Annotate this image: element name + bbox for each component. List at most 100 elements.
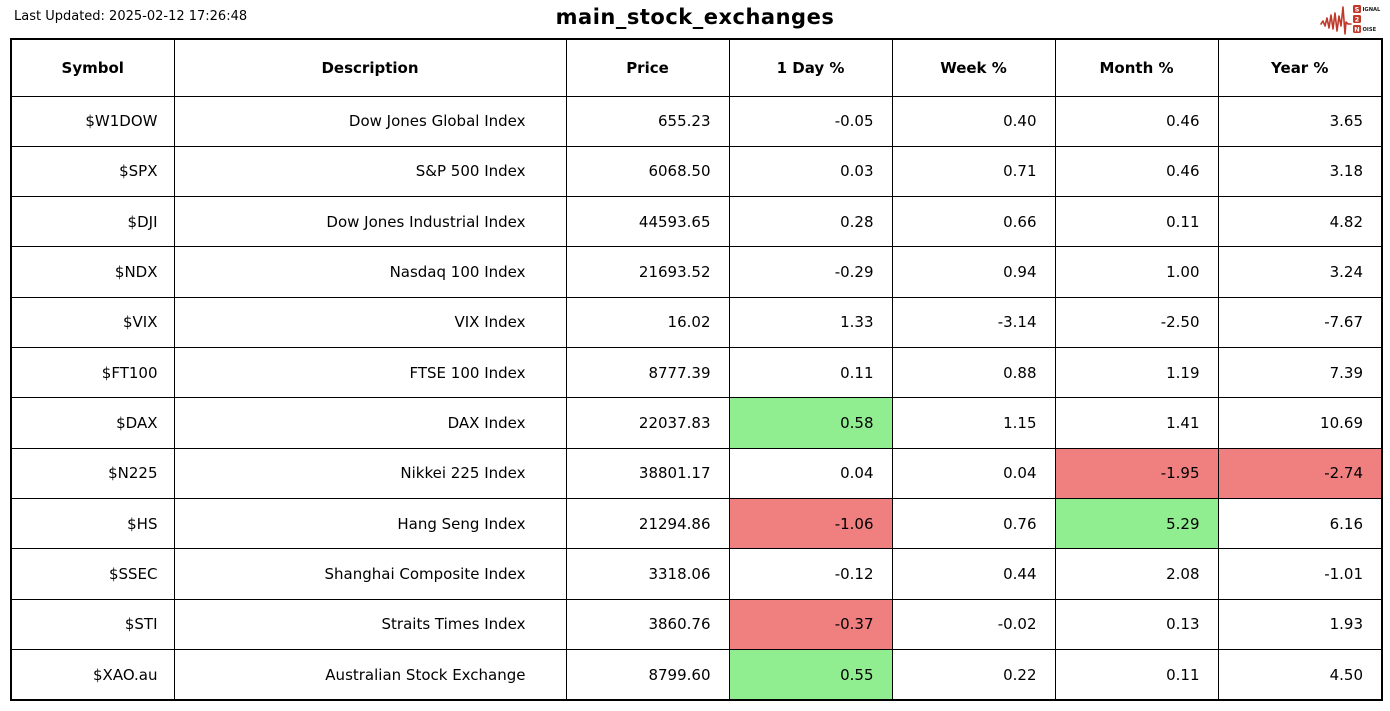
cell-week-pct: 0.22	[891, 649, 1056, 701]
cell-day-pct: 0.03	[728, 145, 893, 198]
cell-symbol: $DAX	[10, 397, 175, 449]
stock-exchanges-table: Symbol Description Price 1 Day % Week % Month…	[10, 38, 1383, 701]
cell-month-pct: 1.19	[1054, 347, 1219, 399]
cell-description: Hang Seng Index	[173, 498, 567, 550]
logo-text-oise: OISE	[1363, 27, 1377, 33]
cell-symbol: $SSEC	[10, 548, 175, 600]
cell-year-pct: 10.69	[1217, 397, 1383, 449]
cell-day-pct: -0.05	[728, 95, 893, 147]
cell-year-pct: -7.67	[1217, 296, 1383, 349]
cell-price: 16.02	[565, 296, 730, 349]
cell-year-pct: -1.01	[1217, 548, 1383, 600]
cell-day-pct: -0.29	[728, 246, 893, 298]
logo-text-ignal: IGNAL	[1363, 7, 1382, 13]
cell-price: 38801.17	[565, 447, 730, 500]
cell-month-pct: 0.11	[1054, 649, 1219, 701]
cell-symbol: $W1DOW	[10, 95, 175, 147]
cell-description: Dow Jones Global Index	[173, 95, 567, 147]
cell-day-pct: 1.33	[728, 296, 893, 349]
cell-description: S&P 500 Index	[173, 145, 567, 198]
last-updated-text: Last Updated: 2025-02-12 17:26:48	[14, 9, 248, 24]
cell-year-pct: 7.39	[1217, 347, 1383, 399]
cell-week-pct: 0.40	[891, 95, 1056, 147]
cell-day-pct: -0.12	[728, 548, 893, 600]
cell-month-pct: 0.46	[1054, 95, 1219, 147]
cell-price: 22037.83	[565, 397, 730, 449]
cell-year-pct: 4.82	[1217, 196, 1383, 248]
table-row: $STI Straits Times Index 3860.76 -0.37 -0.02…	[10, 598, 1383, 651]
cell-day-pct: 0.11	[728, 347, 893, 399]
cell-description: Nasdaq 100 Index	[173, 246, 567, 298]
cell-month-pct: -2.50	[1054, 296, 1219, 349]
cell-week-pct: 1.15	[891, 397, 1056, 449]
cell-description: DAX Index	[173, 397, 567, 449]
logo-letter-n: N	[1354, 25, 1359, 33]
logo-digit-2: 2	[1355, 15, 1360, 23]
cell-price: 3860.76	[565, 598, 730, 651]
logo-letter-s: S	[1355, 5, 1360, 13]
cell-year-pct: 3.65	[1217, 95, 1383, 147]
table-row: $VIX VIX Index 16.02 1.33 -3.14 -2.50 -7.67	[10, 296, 1383, 349]
table-row: $N225 Nikkei 225 Index 38801.17 0.04 0.04 -1.…	[10, 447, 1383, 500]
cell-year-pct: 4.50	[1217, 649, 1383, 701]
cell-symbol: $SPX	[10, 145, 175, 198]
cell-price: 655.23	[565, 95, 730, 147]
cell-description: Nikkei 225 Index	[173, 447, 567, 500]
signal-2-noise-logo: S IGNAL 2 N OISE	[1320, 5, 1382, 35]
cell-day-pct: 0.55	[728, 649, 893, 701]
cell-year-pct: -2.74	[1217, 447, 1383, 500]
table-row: $XAO.au Australian Stock Exchange 8799.60 0…	[10, 649, 1383, 701]
cell-week-pct: 0.66	[891, 196, 1056, 248]
cell-week-pct: 0.44	[891, 548, 1056, 600]
cell-month-pct: 2.08	[1054, 548, 1219, 600]
cell-description: Straits Times Index	[173, 598, 567, 651]
cell-symbol: $HS	[10, 498, 175, 550]
column-header-price: Price	[565, 38, 730, 97]
cell-year-pct: 3.24	[1217, 246, 1383, 298]
table-row: $SSEC Shanghai Composite Index 3318.06 -0.1…	[10, 548, 1383, 600]
cell-day-pct: 0.04	[728, 447, 893, 500]
table-row: $HS Hang Seng Index 21294.86 -1.06 0.76 5.29 6…	[10, 498, 1383, 550]
column-header-description: Description	[173, 38, 567, 97]
cell-description: Shanghai Composite Index	[173, 548, 567, 600]
cell-year-pct: 1.93	[1217, 598, 1383, 651]
column-header-week: Week %	[891, 38, 1056, 97]
cell-price: 8799.60	[565, 649, 730, 701]
cell-month-pct: 5.29	[1054, 498, 1219, 550]
cell-symbol: $FT100	[10, 347, 175, 399]
table-row: $W1DOW Dow Jones Global Index 655.23 -0.05 0…	[10, 95, 1383, 147]
cell-price: 3318.06	[565, 548, 730, 600]
cell-week-pct: 0.94	[891, 246, 1056, 298]
column-header-month: Month %	[1054, 38, 1219, 97]
cell-symbol: $NDX	[10, 246, 175, 298]
cell-symbol: $N225	[10, 447, 175, 500]
cell-month-pct: -1.95	[1054, 447, 1219, 500]
cell-symbol: $DJI	[10, 196, 175, 248]
cell-description: FTSE 100 Index	[173, 347, 567, 399]
cell-week-pct: 0.76	[891, 498, 1056, 550]
cell-day-pct: -0.37	[728, 598, 893, 651]
cell-week-pct: -0.02	[891, 598, 1056, 651]
cell-month-pct: 0.46	[1054, 145, 1219, 198]
cell-symbol: $XAO.au	[10, 649, 175, 701]
figure-header: Last Updated: 2025-02-12 17:26:48 main_s…	[0, 0, 1390, 38]
waveform-icon	[1320, 6, 1352, 35]
cell-symbol: $VIX	[10, 296, 175, 349]
cell-week-pct: -3.14	[891, 296, 1056, 349]
cell-price: 21294.86	[565, 498, 730, 550]
table-row: $NDX Nasdaq 100 Index 21693.52 -0.29 0.94 1.0…	[10, 246, 1383, 298]
page-title: main_stock_exchanges	[555, 5, 835, 29]
cell-description: Dow Jones Industrial Index	[173, 196, 567, 248]
cell-price: 8777.39	[565, 347, 730, 399]
cell-day-pct: -1.06	[728, 498, 893, 550]
cell-price: 44593.65	[565, 196, 730, 248]
table-row: $SPX S&P 500 Index 6068.50 0.03 0.71 0.46 3.18	[10, 145, 1383, 198]
table-row: $DJI Dow Jones Industrial Index 44593.65 0.…	[10, 196, 1383, 248]
cell-day-pct: 0.28	[728, 196, 893, 248]
cell-month-pct: 1.00	[1054, 246, 1219, 298]
column-header-symbol: Symbol	[10, 38, 175, 97]
cell-symbol: $STI	[10, 598, 175, 651]
column-header-year: Year %	[1217, 38, 1383, 97]
cell-week-pct: 0.88	[891, 347, 1056, 399]
cell-description: Australian Stock Exchange	[173, 649, 567, 701]
